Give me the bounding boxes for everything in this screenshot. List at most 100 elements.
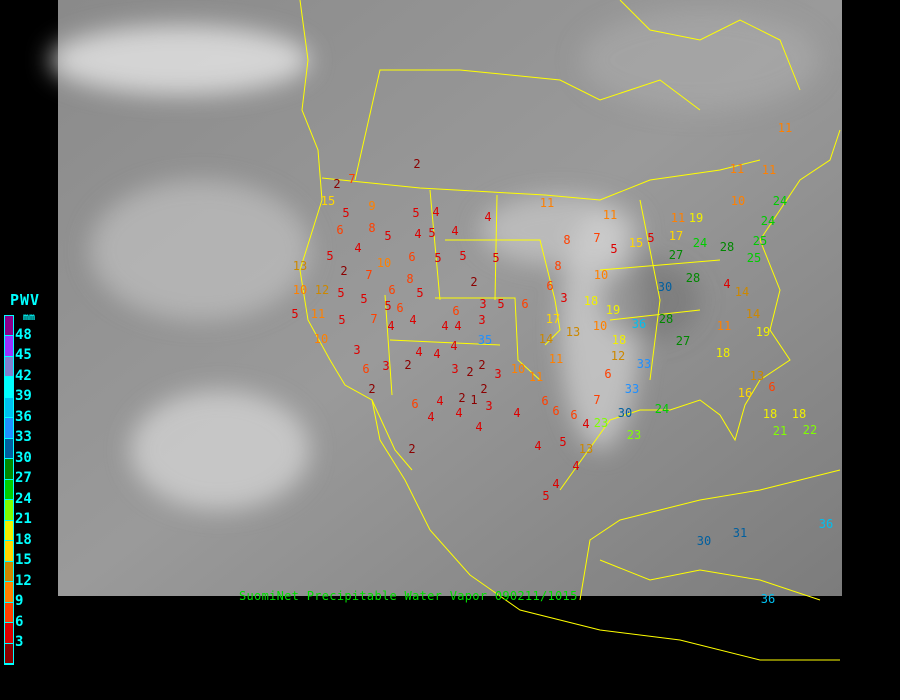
legend-tick-label: 39 xyxy=(15,388,32,405)
station-pwv-value: 5 xyxy=(337,286,344,300)
station-pwv-value: 8 xyxy=(368,221,375,235)
station-pwv-value: 10 xyxy=(593,319,607,333)
station-pwv-value: 19 xyxy=(689,211,703,225)
station-pwv-value: 4 xyxy=(387,319,394,333)
station-pwv-value: 7 xyxy=(365,268,372,282)
legend-tick-label: 27 xyxy=(15,470,32,487)
station-pwv-value: 2 xyxy=(470,275,477,289)
station-pwv-value: 18 xyxy=(792,407,806,421)
legend-swatch xyxy=(5,438,13,460)
map-caption: SuomiNet Precipitable Water Vapor 090211… xyxy=(239,589,578,603)
station-pwv-value: 2 xyxy=(333,177,340,191)
station-pwv-value: 5 xyxy=(434,251,441,265)
station-pwv-value: 3 xyxy=(494,367,501,381)
station-pwv-value: 8 xyxy=(563,233,570,247)
boundaries xyxy=(299,0,841,661)
station-pwv-value: 3 xyxy=(382,359,389,373)
station-pwv-value: 11 xyxy=(603,208,617,222)
station-pwv-value: 14 xyxy=(735,285,749,299)
station-pwv-value: 4 xyxy=(450,339,457,353)
station-pwv-value: 4 xyxy=(723,277,730,291)
station-pwv-value: 35 xyxy=(478,333,492,347)
legend-swatch xyxy=(5,602,13,624)
station-pwv-value: 4 xyxy=(572,459,579,473)
station-pwv-value: 10 xyxy=(594,268,608,282)
station-pwv-value: 4 xyxy=(582,417,589,431)
station-pwv-value: 21 xyxy=(773,424,787,438)
color-legend xyxy=(4,315,14,665)
station-pwv-value: 22 xyxy=(803,423,817,437)
cloud-cover xyxy=(50,10,820,510)
legend-swatch xyxy=(5,541,13,562)
station-pwv-value: 11 xyxy=(778,121,792,135)
station-pwv-value: 6 xyxy=(411,397,418,411)
station-pwv-value: 2 xyxy=(408,442,415,456)
station-pwv-value: 23 xyxy=(594,416,608,430)
legend-tick-label: 42 xyxy=(15,367,32,384)
station-pwv-value: 18 xyxy=(612,333,626,347)
station-pwv-value: 6 xyxy=(408,250,415,264)
legend-tick-label: 15 xyxy=(15,552,32,569)
station-pwv-value: 3 xyxy=(353,343,360,357)
station-pwv-value: 6 xyxy=(768,380,775,394)
station-pwv-value: 6 xyxy=(396,301,403,315)
legend-tick-label: 18 xyxy=(15,531,32,548)
station-pwv-value: 6 xyxy=(604,367,611,381)
station-pwv-value: 24 xyxy=(693,236,707,250)
station-pwv-value: 6 xyxy=(336,223,343,237)
station-pwv-value: 25 xyxy=(753,234,767,248)
station-pwv-value: 25 xyxy=(747,251,761,265)
station-pwv-value: 11 xyxy=(717,319,731,333)
legend-tick-label: 36 xyxy=(15,408,32,425)
station-pwv-value: 4 xyxy=(552,477,559,491)
station-pwv-value: 5 xyxy=(384,229,391,243)
station-pwv-value: 5 xyxy=(412,206,419,220)
station-pwv-value: 5 xyxy=(610,242,617,256)
station-pwv-value: 13 xyxy=(566,325,580,339)
legend-swatch xyxy=(5,336,13,357)
station-pwv-value: 11 xyxy=(762,163,776,177)
station-pwv-value: 7 xyxy=(593,393,600,407)
station-pwv-value: 18 xyxy=(763,407,777,421)
legend-tick-label: 3 xyxy=(15,634,24,651)
legend-swatch xyxy=(5,377,13,398)
station-pwv-value: 5 xyxy=(559,435,566,449)
station-pwv-value: 10 xyxy=(293,283,307,297)
station-pwv-value: 5 xyxy=(497,297,504,311)
station-pwv-value: 6 xyxy=(541,394,548,408)
station-pwv-value: 6 xyxy=(546,279,553,293)
station-pwv-value: 5 xyxy=(647,231,654,245)
station-pwv-value: 24 xyxy=(761,214,775,228)
legend-tick-label: 12 xyxy=(15,572,32,589)
station-pwv-value: 33 xyxy=(625,382,639,396)
station-pwv-value: 8 xyxy=(554,259,561,273)
station-pwv-value: 24 xyxy=(773,194,787,208)
station-pwv-value: 4 xyxy=(415,345,422,359)
legend-swatch xyxy=(5,397,13,419)
station-pwv-value: 11 xyxy=(549,352,563,366)
station-pwv-value: 11 xyxy=(671,211,685,225)
station-pwv-value: 6 xyxy=(452,304,459,318)
station-pwv-value: 4 xyxy=(451,224,458,238)
station-pwv-value: 13 xyxy=(750,369,764,383)
station-pwv-value: 4 xyxy=(436,394,443,408)
station-pwv-value: 17 xyxy=(546,312,560,326)
station-pwv-value: 33 xyxy=(637,357,651,371)
station-pwv-value: 4 xyxy=(414,227,421,241)
station-pwv-value: 24 xyxy=(655,402,669,416)
legend-tick-label: 6 xyxy=(15,613,24,630)
station-pwv-value: 14 xyxy=(746,307,760,321)
station-pwv-value: 30 xyxy=(658,280,672,294)
station-pwv-value: 36 xyxy=(632,317,646,331)
legend-unit: mm xyxy=(23,312,36,323)
station-pwv-value: 30 xyxy=(697,534,711,548)
station-pwv-value: 18 xyxy=(584,294,598,308)
station-pwv-value: 5 xyxy=(338,313,345,327)
legend-tick-label: 24 xyxy=(15,490,32,507)
station-pwv-value: 12 xyxy=(315,283,329,297)
station-pwv-value: 13 xyxy=(293,259,307,273)
station-pwv-value: 15 xyxy=(321,194,335,208)
station-pwv-value: 19 xyxy=(606,303,620,317)
